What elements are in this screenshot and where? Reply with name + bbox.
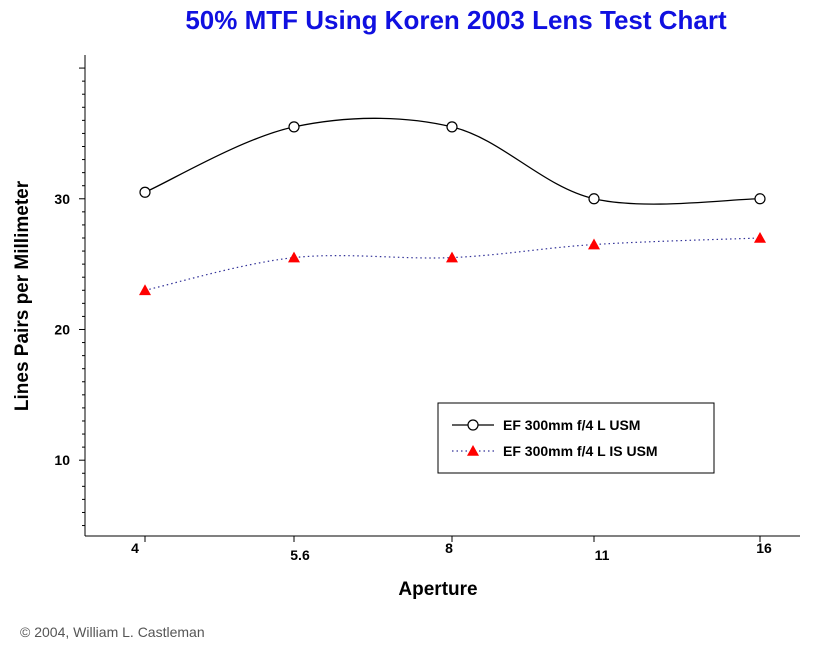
legend-label-is-usm: EF 300mm f/4 L IS USM: [503, 443, 658, 459]
y-tick-label: 10: [54, 452, 70, 468]
legend-label-usm: EF 300mm f/4 L USM: [503, 417, 640, 433]
chart-title: 50% MTF Using Koren 2003 Lens Test Chart: [185, 5, 727, 35]
data-point-0: [446, 121, 458, 133]
data-point-1: [288, 251, 300, 263]
data-point-1: [139, 284, 151, 296]
data-point-1: [754, 231, 766, 243]
copyright-credit: © 2004, William L. Castleman: [20, 624, 205, 640]
y-axis-title: Lines Pairs per Millimeter: [12, 180, 33, 411]
legend-marker-is-usm: [467, 445, 479, 456]
data-point-0: [588, 193, 600, 205]
legend: EF 300mm f/4 L USM EF 300mm f/4 L IS USM: [437, 402, 715, 474]
series-layer: [139, 117, 766, 296]
x-tick-label: 5.6: [290, 547, 310, 563]
y-tick-label: 30: [54, 191, 70, 207]
series-line-1: [144, 237, 761, 291]
data-point-1: [446, 251, 458, 263]
x-tick-label: 4: [131, 540, 139, 556]
x-ticks: 4 5.6 8 11 16: [131, 536, 772, 563]
y-ticks: 10 20 30: [54, 67, 85, 527]
x-tick-label: 16: [756, 540, 772, 556]
data-point-0: [288, 121, 300, 133]
y-tick-label: 20: [54, 321, 70, 337]
data-point-0: [754, 193, 766, 205]
x-tick-label: 8: [445, 540, 453, 556]
data-point-1: [588, 238, 600, 250]
data-point-0: [139, 186, 151, 198]
legend-marker-usm: [467, 419, 479, 431]
legend-box: [437, 402, 715, 474]
x-axis-title: Aperture: [398, 579, 477, 600]
x-tick-label: 11: [595, 547, 610, 563]
